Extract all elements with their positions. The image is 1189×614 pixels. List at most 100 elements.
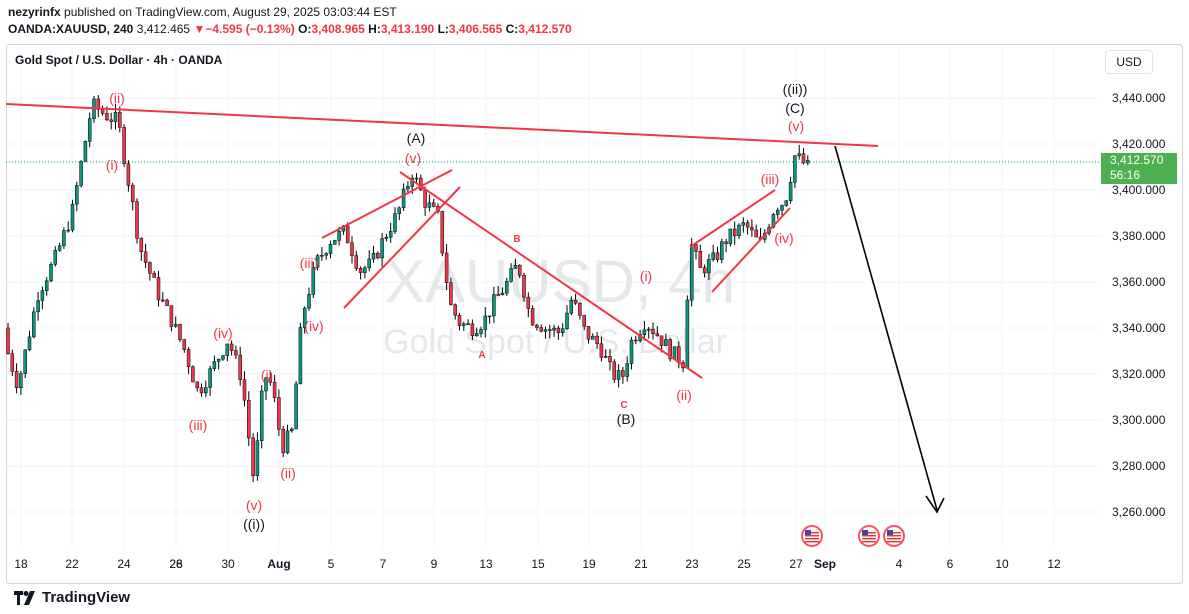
candle-body xyxy=(397,207,402,214)
candle-body xyxy=(659,335,664,346)
tradingview-logo[interactable]: TradingView xyxy=(14,589,130,606)
candle-body xyxy=(143,251,148,263)
currency-button[interactable]: USD xyxy=(1105,50,1153,74)
flag-stripe xyxy=(887,541,901,543)
wave-label: (B) xyxy=(617,411,636,427)
candle-body xyxy=(689,244,694,301)
candle-body xyxy=(221,355,225,360)
candle-body xyxy=(552,327,556,331)
wave-label: (i) xyxy=(106,157,118,173)
x-tick-label: 30 xyxy=(221,557,235,571)
projection-arrowhead xyxy=(925,495,945,514)
candle-body xyxy=(259,390,264,441)
chart-canvas[interactable]: XAUUSD, 4h Gold Spot / U.S. Dollar (ii)(… xyxy=(0,0,1189,584)
ohlc-line: OANDA:XAUUSD, 240 3,412.465 ▼−4.595 (−0.… xyxy=(8,22,572,36)
wedge-a-upper xyxy=(321,169,453,239)
x-tick-label: 12 xyxy=(1047,557,1061,571)
candle-body xyxy=(573,299,578,304)
candle-body xyxy=(272,381,277,398)
candle-body xyxy=(204,387,208,394)
candle-body xyxy=(281,429,285,454)
candle-body xyxy=(423,189,427,208)
candle-body xyxy=(113,112,118,122)
publisher-name[interactable]: nezyrinfx xyxy=(8,5,61,19)
x-tick-label: 23 xyxy=(685,557,699,571)
y-tick-label: 3,400.000 xyxy=(1112,183,1166,197)
candle-body xyxy=(483,315,488,330)
candle-body xyxy=(268,377,273,383)
candle-body xyxy=(496,294,500,296)
published-text: published on TradingView.com, August 29,… xyxy=(64,5,397,19)
candle-body xyxy=(530,308,535,326)
candle-body xyxy=(535,324,539,328)
candle-body xyxy=(625,363,629,377)
economic-events[interactable] xyxy=(801,525,905,547)
x-tick-label: 19 xyxy=(582,557,596,571)
x-tick-label: 5 xyxy=(328,557,335,571)
candle-body xyxy=(139,237,144,253)
candle-body xyxy=(793,155,797,183)
candle-body xyxy=(599,343,604,358)
x-tick-label: 13 xyxy=(479,557,493,571)
down-arrow-icon: ▼ xyxy=(193,22,206,36)
candle-body xyxy=(208,368,212,388)
candle-body xyxy=(100,109,105,114)
wave-label: ((ii)) xyxy=(783,81,808,97)
candle-body xyxy=(36,300,40,313)
candle-body xyxy=(470,323,475,337)
x-tick-label: 6 xyxy=(947,557,954,571)
candle-body xyxy=(57,245,62,251)
wave-label: (v) xyxy=(246,497,262,513)
candle-body xyxy=(380,238,384,259)
candle-body xyxy=(242,379,247,401)
candle-body xyxy=(543,329,548,332)
candle-body xyxy=(741,222,746,226)
flag-canton xyxy=(805,530,811,535)
wave-label: (iii) xyxy=(300,255,319,271)
y-tick-label: 3,380.000 xyxy=(1112,229,1166,243)
us-flag-icon[interactable] xyxy=(883,525,905,547)
candle-body xyxy=(191,366,195,383)
candle-body xyxy=(427,202,432,208)
candle-body xyxy=(333,240,337,245)
us-flag-icon[interactable] xyxy=(801,525,823,547)
candle-body xyxy=(711,252,715,260)
candle-body xyxy=(750,226,754,231)
y-tick-label: 3,440.000 xyxy=(1112,91,1166,105)
x-tick-label: 10 xyxy=(995,557,1009,571)
candle-body xyxy=(148,262,152,274)
candle-body xyxy=(161,299,165,302)
candle-body xyxy=(775,209,780,215)
last-value: 3,412.465 xyxy=(136,22,191,36)
candle-body xyxy=(337,230,341,241)
candle-body xyxy=(53,250,58,265)
tradingview-logo-icon xyxy=(14,590,35,605)
us-flag-icon[interactable] xyxy=(858,525,880,547)
bar-countdown: 56:16 xyxy=(1110,168,1141,182)
candle-body xyxy=(109,119,113,122)
y-axis[interactable]: 3,440.000 3,420.000 3,400.000 3,380.000 3,36… xyxy=(1112,91,1166,519)
abc-channel xyxy=(399,171,703,379)
candle-body xyxy=(14,371,19,389)
last-price-tag: 3,412.570 56:16 xyxy=(1101,153,1177,184)
candle-body xyxy=(548,329,552,331)
candle-body xyxy=(698,251,703,268)
candle-body xyxy=(320,254,324,257)
candle-body xyxy=(474,333,479,337)
candle-body xyxy=(453,304,457,316)
candle-body xyxy=(431,202,436,207)
candle-body xyxy=(784,200,789,206)
x-tick-label: 26 xyxy=(169,557,183,571)
y-tick-label: 3,340.000 xyxy=(1112,321,1166,335)
candle-body xyxy=(384,236,389,239)
candle-body xyxy=(556,327,561,333)
candle-body xyxy=(586,326,591,340)
candle-body xyxy=(302,307,307,328)
candle-body xyxy=(440,211,445,254)
candle-body xyxy=(560,328,565,333)
candle-body xyxy=(367,258,371,269)
flag-stripe xyxy=(805,532,819,534)
candle-body xyxy=(720,241,724,260)
candle-body xyxy=(707,259,711,274)
